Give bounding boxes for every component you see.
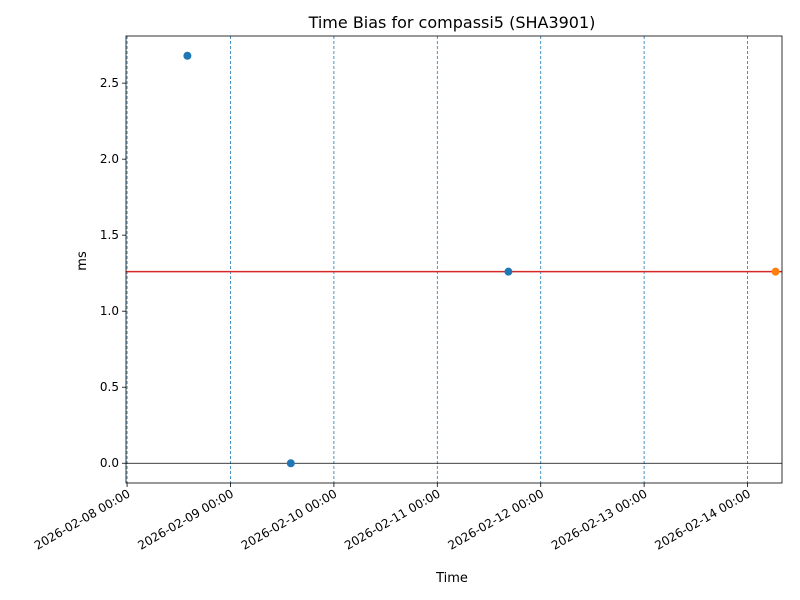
y-tick-label: 2.5	[100, 76, 119, 90]
data-point	[504, 267, 513, 276]
chart-title: Time Bias for compassi5 (SHA3901)	[308, 13, 596, 32]
data-point	[771, 267, 780, 276]
y-tick-label: 0.0	[100, 456, 119, 470]
y-tick-label: 1.5	[100, 228, 119, 242]
y-tick-label: 0.5	[100, 380, 119, 394]
plot-frame	[125, 35, 783, 484]
x-axis-label: Time	[435, 571, 468, 586]
y-tick-label: 1.0	[100, 304, 119, 318]
y-tick-label: 2.0	[100, 152, 119, 166]
data-point	[286, 459, 295, 468]
data-point	[183, 51, 192, 60]
y-axis-label: ms	[75, 251, 90, 271]
